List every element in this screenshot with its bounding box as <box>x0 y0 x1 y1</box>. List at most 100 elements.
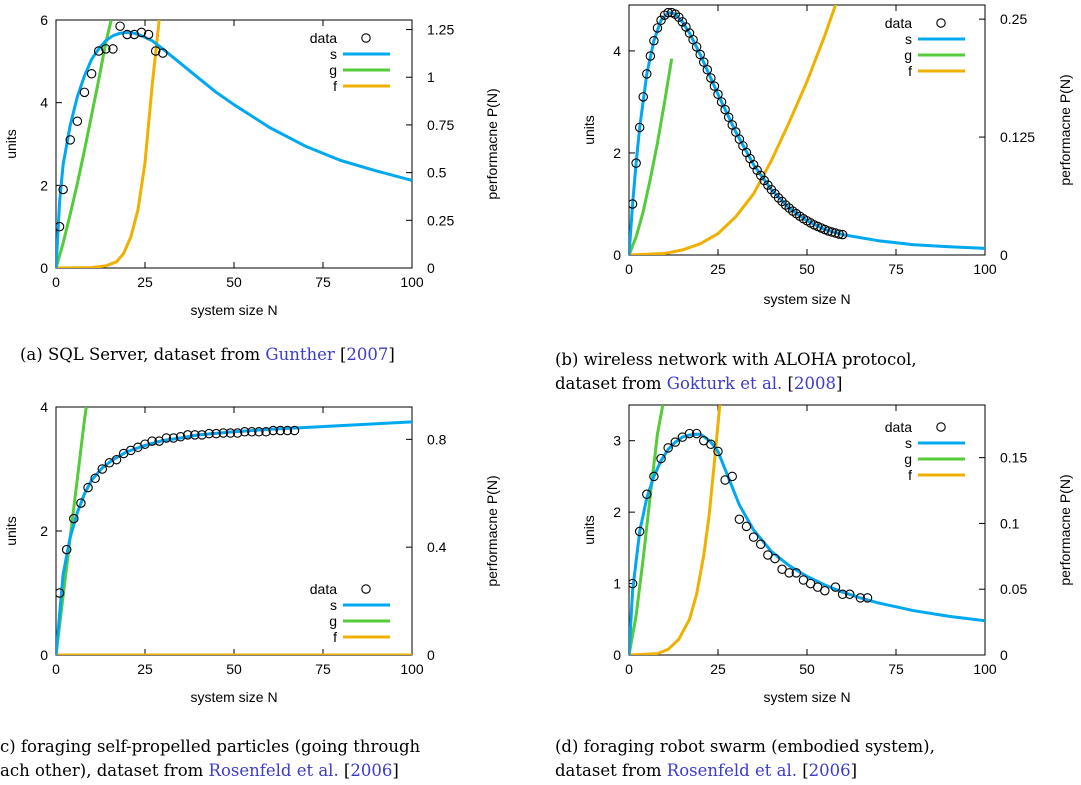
data-point <box>777 196 787 207</box>
y-axis-title: units <box>3 129 19 159</box>
y2-tick-label: 0.4 <box>427 539 447 555</box>
x-tick-label: 100 <box>973 661 997 677</box>
y-tick-label: 2 <box>613 145 621 161</box>
caption-d-year[interactable]: 2006 <box>808 761 851 780</box>
data-point <box>289 425 300 436</box>
data-point <box>111 454 122 465</box>
x-axis-title: system size N <box>763 689 850 705</box>
data-point <box>823 226 834 236</box>
data-point <box>855 593 866 603</box>
data-point <box>211 428 221 439</box>
x-tick-label: 100 <box>400 661 424 677</box>
data-point <box>691 42 702 52</box>
caption-c-line1: c) foraging self-propelled particles (go… <box>0 737 421 756</box>
y2-tick-label: 0.5 <box>427 165 447 181</box>
series-s-line <box>56 30 412 268</box>
x-tick-label: 75 <box>888 261 904 277</box>
data-point <box>652 23 663 33</box>
y-tick-label: 2 <box>40 177 48 193</box>
y-tick-label: 3 <box>613 433 621 449</box>
legend-label-g: g <box>329 62 337 78</box>
x-axis-title: system size N <box>190 689 277 705</box>
y-tick-label: 4 <box>40 399 48 415</box>
x-tick-label: 0 <box>52 274 60 290</box>
y-tick-label: 2 <box>613 504 621 520</box>
caption-b-year[interactable]: 2008 <box>793 374 836 393</box>
data-point <box>755 539 766 550</box>
data-point <box>61 544 72 555</box>
series-s-line <box>629 432 985 655</box>
data-point <box>727 471 737 482</box>
data-point <box>143 29 154 40</box>
x-tick-label: 25 <box>710 661 726 677</box>
data-point <box>642 69 652 79</box>
data-point <box>634 122 645 133</box>
caption-d-ref[interactable]: Rosenfeld et al. <box>666 761 797 780</box>
data-point <box>670 437 681 447</box>
y2-axis-title: performacne P(N) <box>1057 74 1073 185</box>
legend-label-s: s <box>330 46 337 62</box>
caption-c-text: ach other), dataset from <box>0 761 209 780</box>
caption-c-year[interactable]: 2006 <box>350 761 393 780</box>
data-point <box>79 87 90 98</box>
data-point <box>190 430 200 440</box>
data-point <box>827 227 837 237</box>
data-point <box>629 199 638 209</box>
caption-d-line1: (d) foraging robot swarm (embodied syste… <box>555 737 935 756</box>
legend-marker-data <box>361 584 371 594</box>
data-point <box>225 428 236 438</box>
y2-tick-label: 0.75 <box>427 117 454 133</box>
x-tick-label: 75 <box>315 274 331 290</box>
plot-area <box>56 20 412 268</box>
data-point <box>58 184 68 195</box>
caption-c-ref[interactable]: Rosenfeld et al. <box>208 761 339 780</box>
caption-a-year[interactable]: 2007 <box>346 345 389 364</box>
y-tick-label: 0 <box>613 647 621 663</box>
y2-tick-label: 0.25 <box>1000 11 1027 27</box>
series-s-line <box>629 11 985 255</box>
y-tick-label: 6 <box>40 12 48 28</box>
caption-a-ref[interactable]: Gunther <box>265 345 335 364</box>
data-point <box>261 427 271 437</box>
data-point <box>101 44 111 54</box>
x-tick-label: 25 <box>137 661 153 677</box>
data-point <box>649 471 659 482</box>
legend-label-s: s <box>905 31 912 47</box>
data-point <box>158 48 168 58</box>
data-point <box>663 7 673 18</box>
data-point <box>723 112 734 122</box>
caption-b-text: dataset from <box>555 374 667 393</box>
data-point <box>837 229 848 240</box>
y2-tick-label: 0 <box>427 260 435 276</box>
data-point <box>631 158 641 168</box>
data-point <box>702 65 713 75</box>
data-point <box>713 89 723 100</box>
data-point <box>834 229 844 239</box>
caption-d-text: dataset from <box>555 761 667 780</box>
data-point <box>232 428 243 438</box>
data-point <box>773 193 784 203</box>
y2-tick-label: 0.05 <box>1000 581 1027 597</box>
x-tick-label: 50 <box>799 261 815 277</box>
x-tick-label: 25 <box>137 274 153 290</box>
data-point <box>656 453 666 464</box>
data-point <box>629 578 638 589</box>
data-point <box>706 73 716 83</box>
data-point <box>638 92 648 102</box>
x-tick-label: 50 <box>226 274 242 290</box>
legend-marker-data <box>936 18 946 28</box>
data-point <box>175 432 186 442</box>
data-point <box>72 116 83 127</box>
x-tick-label: 0 <box>625 261 633 277</box>
y-axis-title: units <box>3 516 19 546</box>
caption-b-ref[interactable]: Gokturk et al. <box>666 374 783 393</box>
data-point <box>677 17 688 27</box>
data-point <box>147 436 157 446</box>
data-point <box>656 15 666 26</box>
data-point <box>97 464 108 474</box>
data-point <box>115 21 125 31</box>
y-tick-label: 2 <box>40 523 48 539</box>
